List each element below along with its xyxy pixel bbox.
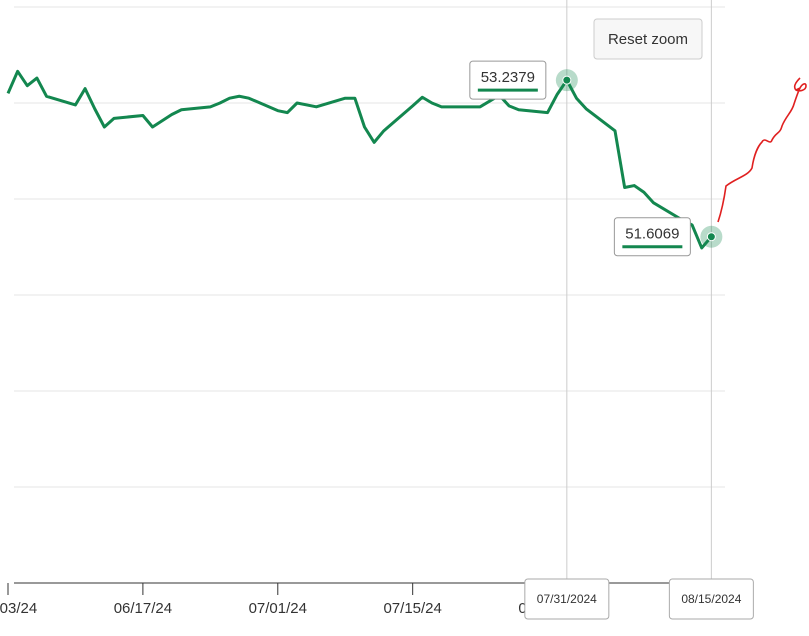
reset-zoom-button[interactable]: Reset zoom [593,18,703,60]
date-tooltip-box [668,578,754,620]
button-label[interactable]: Reset zoom [608,31,688,48]
hand-drawn-arrow [717,77,807,223]
highlight-point [706,232,716,242]
date-tooltip-label: 08/15/2024 [681,592,741,606]
x-tick-label: 07/15/24 [383,600,441,617]
x-tick-label: 06/03/24 [0,600,37,617]
x-tick-label: 07/01/24 [249,600,307,617]
date-tooltip-box [524,578,610,620]
date-tooltip-label: 07/31/2024 [537,592,597,606]
button-box[interactable] [593,18,703,60]
plot [6,69,713,250]
overlay: 53.2379 07/31/2024 51.6069 08/15/2024 [469,60,754,620]
x-tick-label: 06/17/24 [114,600,172,617]
value-tooltip-label: 53.2379 [481,69,535,86]
line [6,69,713,250]
highlight-point [562,75,572,85]
value-tooltip-label: 51.6069 [625,226,679,243]
